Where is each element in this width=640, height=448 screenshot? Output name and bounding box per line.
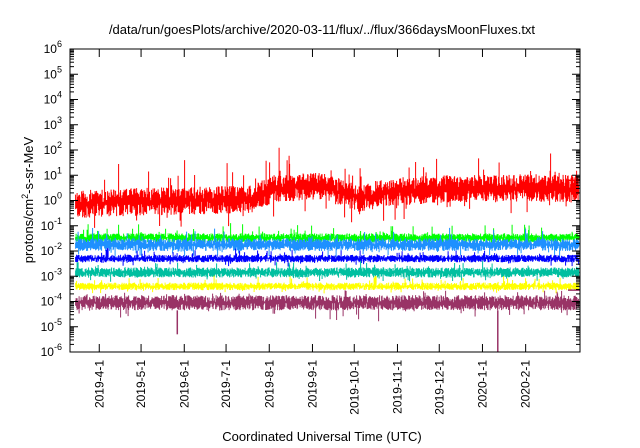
series-4 bbox=[75, 260, 580, 282]
x-tick-label-8: 2019-12-1 bbox=[432, 360, 446, 415]
y-tick-label-5: 10-1 bbox=[41, 216, 62, 233]
x-tick-label-3: 2019-7-1 bbox=[219, 360, 233, 408]
chart-title: /data/run/goesPlots/archive/2020-03-11/f… bbox=[109, 22, 535, 37]
y-tick-label-1: 10-5 bbox=[41, 317, 62, 334]
series-layer bbox=[75, 147, 580, 352]
y-axis-label-exp: 2 bbox=[20, 194, 30, 199]
series-2 bbox=[75, 227, 580, 258]
y-axis-label-main: protons/cm bbox=[21, 199, 36, 263]
y-tick-label-0: 10-6 bbox=[41, 342, 62, 359]
x-tick-label-6: 2019-10-1 bbox=[347, 360, 361, 415]
series-3 bbox=[75, 248, 580, 267]
x-tick-label-0: 2019-4-1 bbox=[92, 360, 106, 408]
y-tick-label-11: 105 bbox=[44, 64, 62, 81]
y-tick-label-6: 100 bbox=[44, 191, 62, 208]
x-tick-label-7: 2019-11-1 bbox=[390, 360, 404, 414]
y-tick-label-12: 106 bbox=[44, 39, 62, 56]
y-tick-label-2: 10-4 bbox=[41, 292, 62, 309]
series-0 bbox=[75, 147, 580, 228]
x-tick-label-1: 2019-5-1 bbox=[134, 360, 148, 408]
axes-layer: 10-6 10-5 10-4 10-3 10-2 10-1 100 101 102 103 104 1… bbox=[41, 39, 581, 415]
y-tick-label-9: 103 bbox=[44, 115, 62, 132]
y-axis-label-rest: -s-sr-MeV bbox=[21, 136, 36, 193]
x-tick-label-5: 2019-9-1 bbox=[305, 360, 319, 408]
x-axis-label: Coordinated Universal Time (UTC) bbox=[222, 429, 421, 444]
x-tick-label-9: 2020-1-1 bbox=[475, 360, 489, 408]
x-tick-label-10: 2020-2-1 bbox=[519, 360, 533, 408]
y-tick-label-10: 104 bbox=[44, 90, 62, 107]
series-6 bbox=[75, 290, 580, 322]
x-tick-label-4: 2019-8-1 bbox=[262, 360, 276, 408]
series-5 bbox=[75, 275, 580, 294]
x-tick-label-2: 2019-6-1 bbox=[177, 360, 191, 408]
y-tick-label-4: 10-2 bbox=[41, 241, 62, 258]
y-tick-label-3: 10-3 bbox=[41, 266, 62, 283]
y-axis-label: protons/cm2-s-sr-MeV bbox=[20, 136, 36, 263]
y-tick-label-8: 102 bbox=[44, 140, 62, 157]
y-tick-label-7: 101 bbox=[44, 165, 62, 182]
